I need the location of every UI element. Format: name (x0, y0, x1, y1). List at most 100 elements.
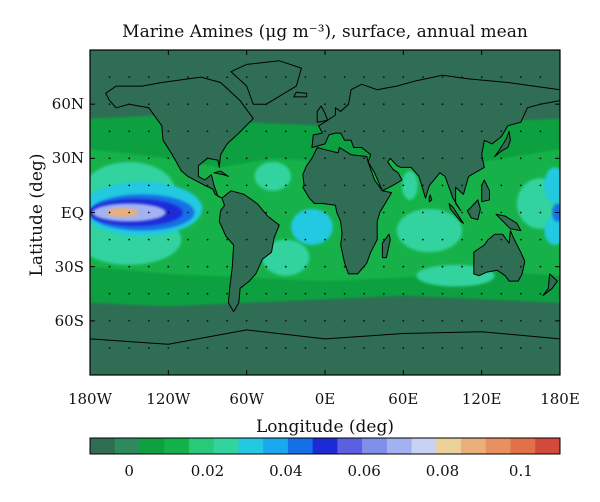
grid-dot (245, 265, 248, 268)
grid-dot (480, 130, 483, 133)
grid-dot (226, 130, 229, 133)
grid-dot (441, 265, 444, 268)
colorbar-swatch (238, 438, 264, 454)
grid-dot (343, 265, 346, 268)
grid-dot (461, 184, 463, 187)
south-atlantic-patch (262, 239, 310, 276)
grid-dot (519, 157, 522, 160)
grid-dot (519, 211, 522, 214)
colorbar-swatch (90, 438, 116, 454)
grid-dot (226, 265, 229, 268)
grid-dot (304, 238, 307, 241)
grid-dot (402, 103, 405, 106)
grid-dot (147, 347, 150, 349)
grid-dot (402, 130, 405, 133)
grid-dot (500, 76, 503, 78)
grid-dot (265, 103, 268, 106)
grid-dot (265, 157, 268, 160)
grid-dot (480, 157, 483, 160)
grid-dot (206, 319, 209, 322)
grid-dot (324, 211, 326, 214)
grid-dot (226, 211, 229, 214)
grid-dots (108, 76, 542, 349)
grid-dot (265, 319, 268, 322)
grid-dot (284, 238, 287, 241)
grid-dot (128, 265, 131, 268)
grid-dot (245, 157, 248, 160)
grid-dot (402, 265, 405, 268)
grid-dot (363, 76, 366, 78)
japan (494, 130, 511, 157)
grid-dot (245, 76, 248, 78)
grid-dot (402, 184, 405, 187)
grid-dot (206, 238, 209, 241)
grid-dot (343, 103, 346, 106)
indian-ocean-patch (396, 208, 463, 253)
grid-dot (422, 265, 424, 268)
grid-dot (363, 265, 366, 268)
grid-dot (187, 292, 189, 295)
grid-dot (167, 184, 170, 187)
grid-dot (539, 103, 542, 106)
australia (473, 230, 526, 282)
grid-dot (500, 319, 503, 322)
grid-dot (461, 211, 463, 214)
grid-dot (245, 130, 248, 133)
grid-dot (461, 347, 463, 349)
grid-dot (245, 103, 248, 106)
grid-dot (304, 265, 307, 268)
grid-dot (304, 211, 307, 214)
grid-dot (480, 347, 483, 349)
grid-dot (187, 184, 189, 187)
grid-dot (382, 265, 385, 268)
grid-dot (363, 211, 366, 214)
grid-dot (422, 319, 424, 322)
grid-dot (519, 292, 522, 295)
grid-dot (128, 103, 131, 106)
grid-dot (480, 76, 483, 78)
grid-dot (206, 157, 209, 160)
madagascar (381, 233, 391, 259)
grid-dot (343, 347, 346, 349)
grid-dot (402, 319, 405, 322)
grid-dot (480, 292, 483, 295)
grid-dot (304, 319, 307, 322)
grid-dot (461, 319, 463, 322)
grid-dot (324, 319, 326, 322)
grid-dot (500, 103, 503, 106)
grid-dot (382, 103, 385, 106)
grid-dot (343, 184, 346, 187)
grid-dot (265, 347, 268, 349)
colorbar-tick-label: 0.04 (269, 462, 303, 480)
grid-dot (382, 130, 385, 133)
grid-dot (128, 238, 131, 241)
grid-dot (441, 238, 444, 241)
grid-dot (206, 103, 209, 106)
grid-dot (441, 103, 444, 106)
grid-dot (284, 347, 287, 349)
grid-dot (324, 238, 326, 241)
grid-dot (441, 157, 444, 160)
grid-dot (206, 211, 209, 214)
grid-dot (324, 347, 326, 349)
grid-dot (422, 292, 424, 295)
grid-dot (226, 103, 229, 106)
west-pacific-cyan-south (544, 216, 560, 245)
grid-dot (402, 292, 405, 295)
grid-dot (500, 130, 503, 133)
grid-dot (206, 184, 209, 187)
grid-dot (363, 238, 366, 241)
grid-dot (226, 184, 229, 187)
grid-dot (284, 184, 287, 187)
grid-dot (519, 76, 522, 78)
grid-dot (147, 184, 150, 187)
tick-marks (89, 50, 561, 375)
grid-dot (226, 347, 229, 349)
grid-dot (422, 103, 424, 106)
grid-dot (187, 319, 189, 322)
colorbar-swatch (213, 438, 239, 454)
grid-dot (187, 130, 189, 133)
x-tick-label: 60W (229, 390, 264, 408)
